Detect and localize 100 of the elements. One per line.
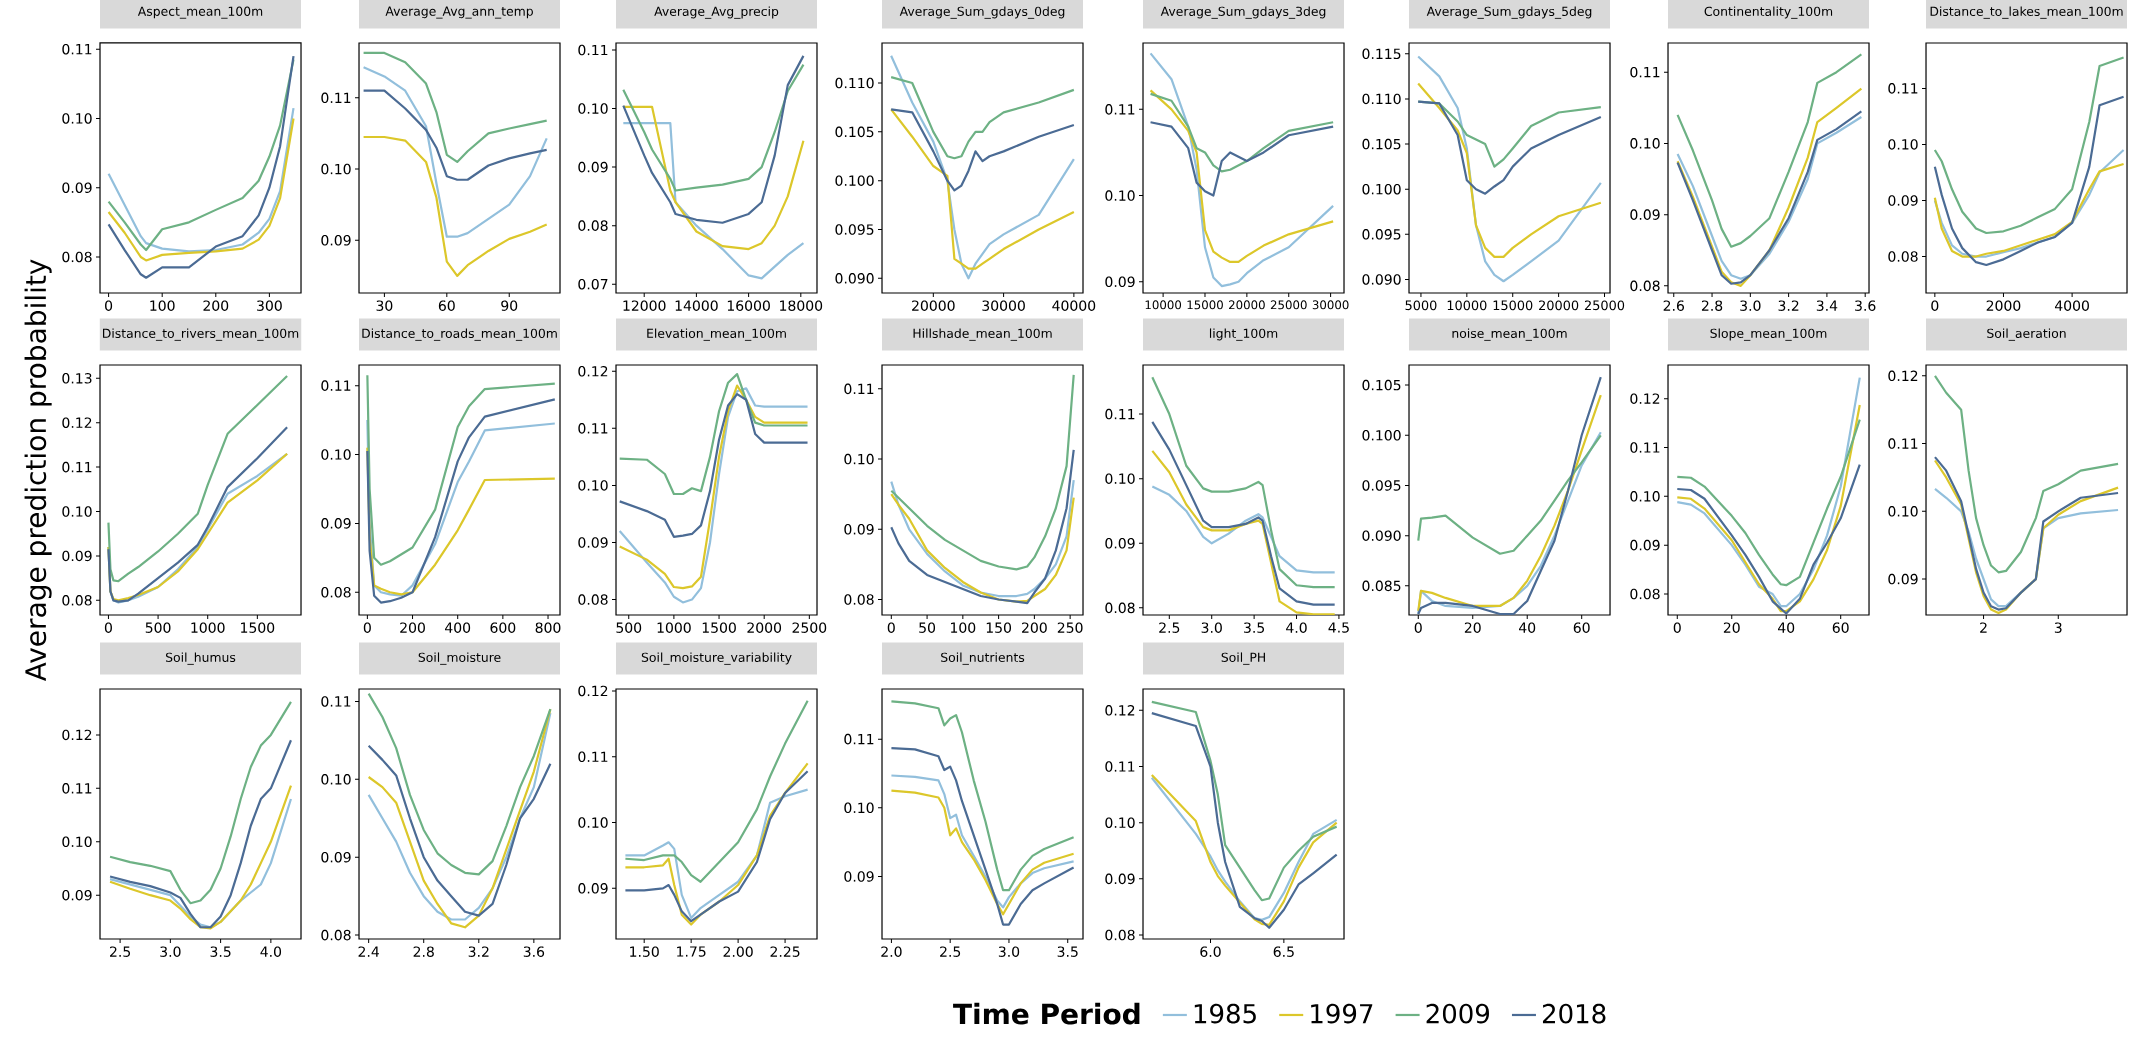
x-tick-label: 1500 — [702, 622, 736, 633]
line-series — [1417, 434, 1602, 555]
x-tick-label: 3 — [2054, 622, 2062, 633]
x-tick-label: 500 — [616, 622, 642, 633]
chart-title: Soil_moisture — [418, 652, 501, 665]
x-tick-label: 18000 — [780, 300, 823, 311]
chart-title: Aspect_mean_100m — [137, 6, 263, 19]
x-tick-label: 1000 — [191, 622, 225, 633]
y-tick-label: 0.110 — [835, 77, 874, 89]
x-tick-label: 40 — [1519, 622, 1536, 633]
x-tick-label: 2 — [1980, 622, 1987, 633]
x-tick-label: 0 — [1414, 622, 1422, 633]
y-tick-label: 0.12 — [1105, 705, 1135, 716]
x-tick-label: 200 — [1022, 622, 1047, 633]
x-tick-label: 200 — [400, 622, 425, 633]
y-tick-label: 0.09 — [1630, 539, 1660, 551]
x-tick-label: 4.0 — [1286, 622, 1307, 633]
x-tick-label: 6.5 — [1273, 946, 1294, 957]
y-tick-label: 0.11 — [1630, 66, 1660, 78]
legend-title: Time Period — [953, 1002, 1140, 1025]
x-tick-label: 6.0 — [1200, 946, 1221, 957]
y-tick-label: 0.11 — [1105, 761, 1135, 772]
x-tick-label: 200 — [203, 300, 229, 311]
y-tick-label: 0.11 — [1105, 104, 1135, 115]
chart-title: Hillshade_mean_100m — [913, 328, 1052, 341]
y-tick-label: 0.09 — [1105, 276, 1135, 288]
y-tick-label: 0.08 — [1630, 280, 1660, 292]
y-tick-label: 0.10 — [1105, 817, 1135, 828]
y-tick-label: 0.11 — [844, 733, 874, 745]
x-tick-label: 400 — [445, 622, 471, 633]
chart-title: Average_Sum_gdays_5deg — [1426, 6, 1592, 19]
x-tick-label: 1000 — [657, 622, 691, 633]
line-series — [890, 700, 1075, 892]
chart-title: Soil_aeration — [1987, 328, 2066, 341]
y-axis-title: Average prediction probability — [24, 259, 52, 682]
y-tick-label: 0.08 — [1888, 251, 1918, 262]
x-tick-label: 0 — [1931, 300, 1939, 311]
x-tick-label: 60 — [1573, 622, 1590, 633]
legend-label: 1985 — [1194, 1003, 1256, 1024]
x-tick-label: 10000 — [1145, 300, 1182, 310]
x-tick-label: 2000 — [1986, 300, 2021, 311]
line-series — [108, 700, 293, 905]
legend-label: 2018 — [1542, 1003, 1606, 1024]
y-tick-label: 0.10 — [578, 103, 608, 114]
line-series — [1149, 89, 1335, 264]
y-tick-label: 0.08 — [321, 586, 351, 598]
x-tick-label: 20000 — [912, 300, 955, 311]
y-tick-label: 0.10 — [578, 480, 608, 491]
chart-title: Soil_nutrients — [941, 652, 1025, 665]
y-tick-label: 0.09 — [1630, 209, 1660, 220]
y-tick-label: 0.08 — [578, 220, 608, 231]
y-tick-label: 0.09 — [844, 524, 874, 535]
x-tick-label: 3.6 — [523, 946, 545, 957]
x-tick-label: 60 — [438, 300, 455, 311]
chart-title: Average_Sum_gdays_0deg — [899, 6, 1065, 19]
chart-title: Soil_PH — [1221, 652, 1265, 665]
x-tick-label: 2.0 — [881, 946, 902, 957]
line-series — [622, 54, 805, 224]
y-tick-label: 0.12 — [1888, 370, 1918, 382]
line-series — [618, 373, 809, 496]
x-tick-label: 50 — [919, 622, 936, 633]
y-tick-label: 0.12 — [578, 365, 608, 377]
x-tick-label: 2.8 — [1701, 300, 1723, 311]
chart-title: noise_mean_100m — [1452, 328, 1567, 341]
y-tick-label: 0.08 — [1105, 929, 1135, 941]
y-tick-label: 0.095 — [835, 224, 874, 235]
line-series — [1417, 431, 1602, 615]
x-tick-label: 30 — [376, 300, 393, 311]
line-series — [890, 108, 1075, 192]
y-tick-label: 0.10 — [844, 802, 874, 814]
x-tick-label: 2.00 — [723, 946, 753, 957]
chart-title: Distance_to_roads_mean_100m — [362, 328, 557, 341]
x-tick-label: 5000 — [1405, 300, 1437, 311]
legend-label: 2009 — [1426, 1003, 1490, 1024]
chart-title: Continentality_100m — [1704, 6, 1833, 19]
line-series — [890, 54, 1075, 280]
y-tick-label: 0.11 — [321, 92, 351, 104]
y-tick-label: 0.09 — [1105, 873, 1135, 885]
chart-title: Average_Sum_gdays_3deg — [1160, 6, 1326, 19]
line-series — [1150, 712, 1338, 929]
x-tick-label: 30000 — [982, 300, 1025, 311]
line-series — [107, 426, 289, 603]
x-tick-label: 2.5 — [940, 946, 961, 957]
line-series — [1933, 374, 2120, 574]
x-tick-label: 3.5 — [1244, 622, 1265, 633]
x-tick-label: 90 — [501, 300, 518, 311]
x-tick-label: 1.50 — [630, 946, 659, 957]
y-tick-label: 0.11 — [62, 43, 92, 55]
y-tick-label: 0.090 — [1362, 274, 1401, 285]
x-tick-label: 600 — [490, 622, 516, 633]
y-tick-label: 0.105 — [1362, 379, 1401, 391]
x-tick-label: 20000 — [1229, 300, 1265, 310]
y-tick-label: 0.11 — [62, 461, 92, 473]
y-tick-label: 0.11 — [1630, 442, 1660, 453]
y-tick-label: 0.09 — [62, 182, 92, 193]
x-tick-label: 4000 — [2054, 300, 2089, 311]
y-tick-label: 0.08 — [1630, 588, 1660, 600]
y-tick-label: 0.09 — [1105, 537, 1135, 549]
y-tick-label: 0.115 — [1362, 48, 1401, 60]
x-tick-label: 16000 — [727, 300, 770, 311]
